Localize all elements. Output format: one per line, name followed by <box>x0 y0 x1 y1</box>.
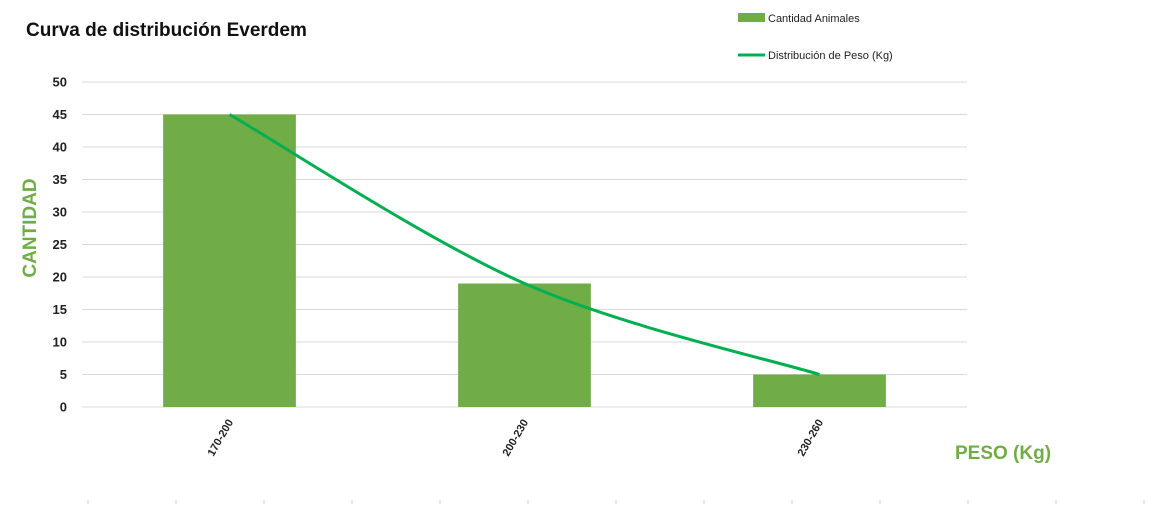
y-tick-label: 25 <box>53 237 67 252</box>
y-tick-label: 10 <box>53 335 67 350</box>
y-axis-ticks: 0 5 10 15 20 25 30 35 40 45 50 <box>53 75 67 415</box>
bar <box>163 114 296 407</box>
chart-title: Curva de distribución Everdem <box>26 20 307 41</box>
x-axis-title: PESO (Kg) <box>955 443 1051 464</box>
legend-label-bar: Cantidad Animales <box>768 13 860 25</box>
y-tick-label: 50 <box>53 75 67 90</box>
y-tick-label: 35 <box>53 172 67 187</box>
x-tick-label: 230-260 <box>796 418 827 459</box>
y-tick-label: 30 <box>53 205 67 220</box>
legend-swatch-bar <box>738 13 765 22</box>
legend-label-line: Distribución de Peso (Kg) <box>768 50 893 62</box>
distribution-line <box>228 113 820 376</box>
y-tick-label: 40 <box>53 140 67 155</box>
x-axis-ticks: 170-200 200-230 230-260 <box>206 418 827 459</box>
legend: Cantidad Animales Distribución de Peso (… <box>738 13 893 62</box>
y-tick-label: 15 <box>53 302 67 317</box>
y-tick-label: 45 <box>53 107 67 122</box>
bar <box>753 374 886 407</box>
y-tick-label: 20 <box>53 270 67 285</box>
x-tick-label: 170-200 <box>206 418 237 459</box>
x-tick-label: 200-230 <box>501 418 532 459</box>
distribution-line-path <box>228 113 820 376</box>
bars <box>163 114 886 407</box>
y-tick-label: 0 <box>60 400 67 415</box>
bottom-decoration-ticks <box>87 500 1145 504</box>
y-tick-label: 5 <box>60 367 67 382</box>
y-axis-title: CANTIDAD <box>20 178 41 277</box>
bar <box>458 283 591 407</box>
